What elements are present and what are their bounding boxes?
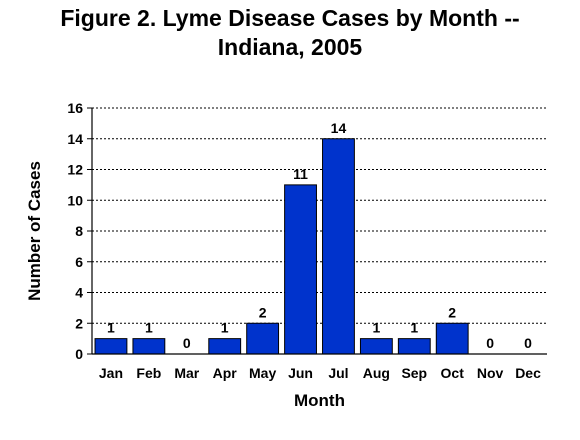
y-tick-label: 14	[67, 131, 83, 147]
x-tick-label: Mar	[174, 365, 199, 381]
bar-jun	[284, 184, 317, 355]
y-tick-label: 2	[75, 315, 83, 331]
y-tick-label: 6	[75, 254, 83, 270]
data-label: 1	[372, 320, 380, 336]
x-tick-label: Oct	[441, 365, 465, 381]
chart-title: Figure 2. Lyme Disease Cases by Month --…	[0, 4, 580, 62]
chart-title-line-2: Indiana, 2005	[217, 34, 363, 60]
data-label: 11	[293, 166, 308, 182]
bar-jul	[322, 138, 355, 355]
bar-may	[246, 322, 280, 355]
x-tick-label: Nov	[477, 365, 504, 381]
x-tick-label: Jul	[328, 365, 348, 381]
data-label: 1	[221, 320, 229, 336]
y-tick-label: 4	[75, 285, 83, 301]
x-tick-label: Dec	[515, 365, 541, 381]
chart-title-line-1: Figure 2. Lyme Disease Cases by Month --	[60, 5, 520, 31]
y-tick-label: 8	[75, 223, 83, 239]
data-label: 1	[107, 320, 115, 336]
x-tick-label: Feb	[136, 365, 161, 381]
bar-sep	[397, 338, 431, 355]
x-tick-label: Aug	[363, 365, 390, 381]
y-tick-label: 10	[67, 192, 83, 208]
x-axis-title: Month	[294, 391, 345, 410]
bar-feb	[132, 338, 166, 355]
data-label: 1	[410, 320, 418, 336]
x-tick-label: Jun	[288, 365, 313, 381]
data-label: 1	[145, 320, 153, 336]
y-tick-label: 0	[75, 346, 83, 362]
bar-jan	[94, 338, 128, 355]
data-label: 2	[259, 304, 267, 320]
gridlines	[92, 107, 547, 324]
y-tick-label: 12	[67, 162, 83, 178]
x-tick-label: May	[249, 365, 276, 381]
y-axis-title: Number of Cases	[25, 161, 44, 301]
data-label: 0	[486, 335, 494, 351]
data-label: 0	[524, 335, 532, 351]
axes	[87, 107, 547, 355]
data-label: 14	[331, 120, 347, 136]
bars	[94, 138, 469, 355]
labels: 02468101214161Jan1Feb0Mar1Apr2May11Jun14…	[67, 100, 541, 381]
x-tick-label: Sep	[401, 365, 427, 381]
bar-aug	[359, 338, 393, 355]
bar-oct	[435, 322, 469, 355]
x-tick-label: Jan	[99, 365, 123, 381]
x-tick-label: Apr	[213, 365, 238, 381]
data-label: 2	[448, 304, 456, 320]
bar-apr	[208, 338, 242, 355]
y-tick-label: 16	[67, 100, 83, 116]
data-label: 0	[183, 335, 191, 351]
